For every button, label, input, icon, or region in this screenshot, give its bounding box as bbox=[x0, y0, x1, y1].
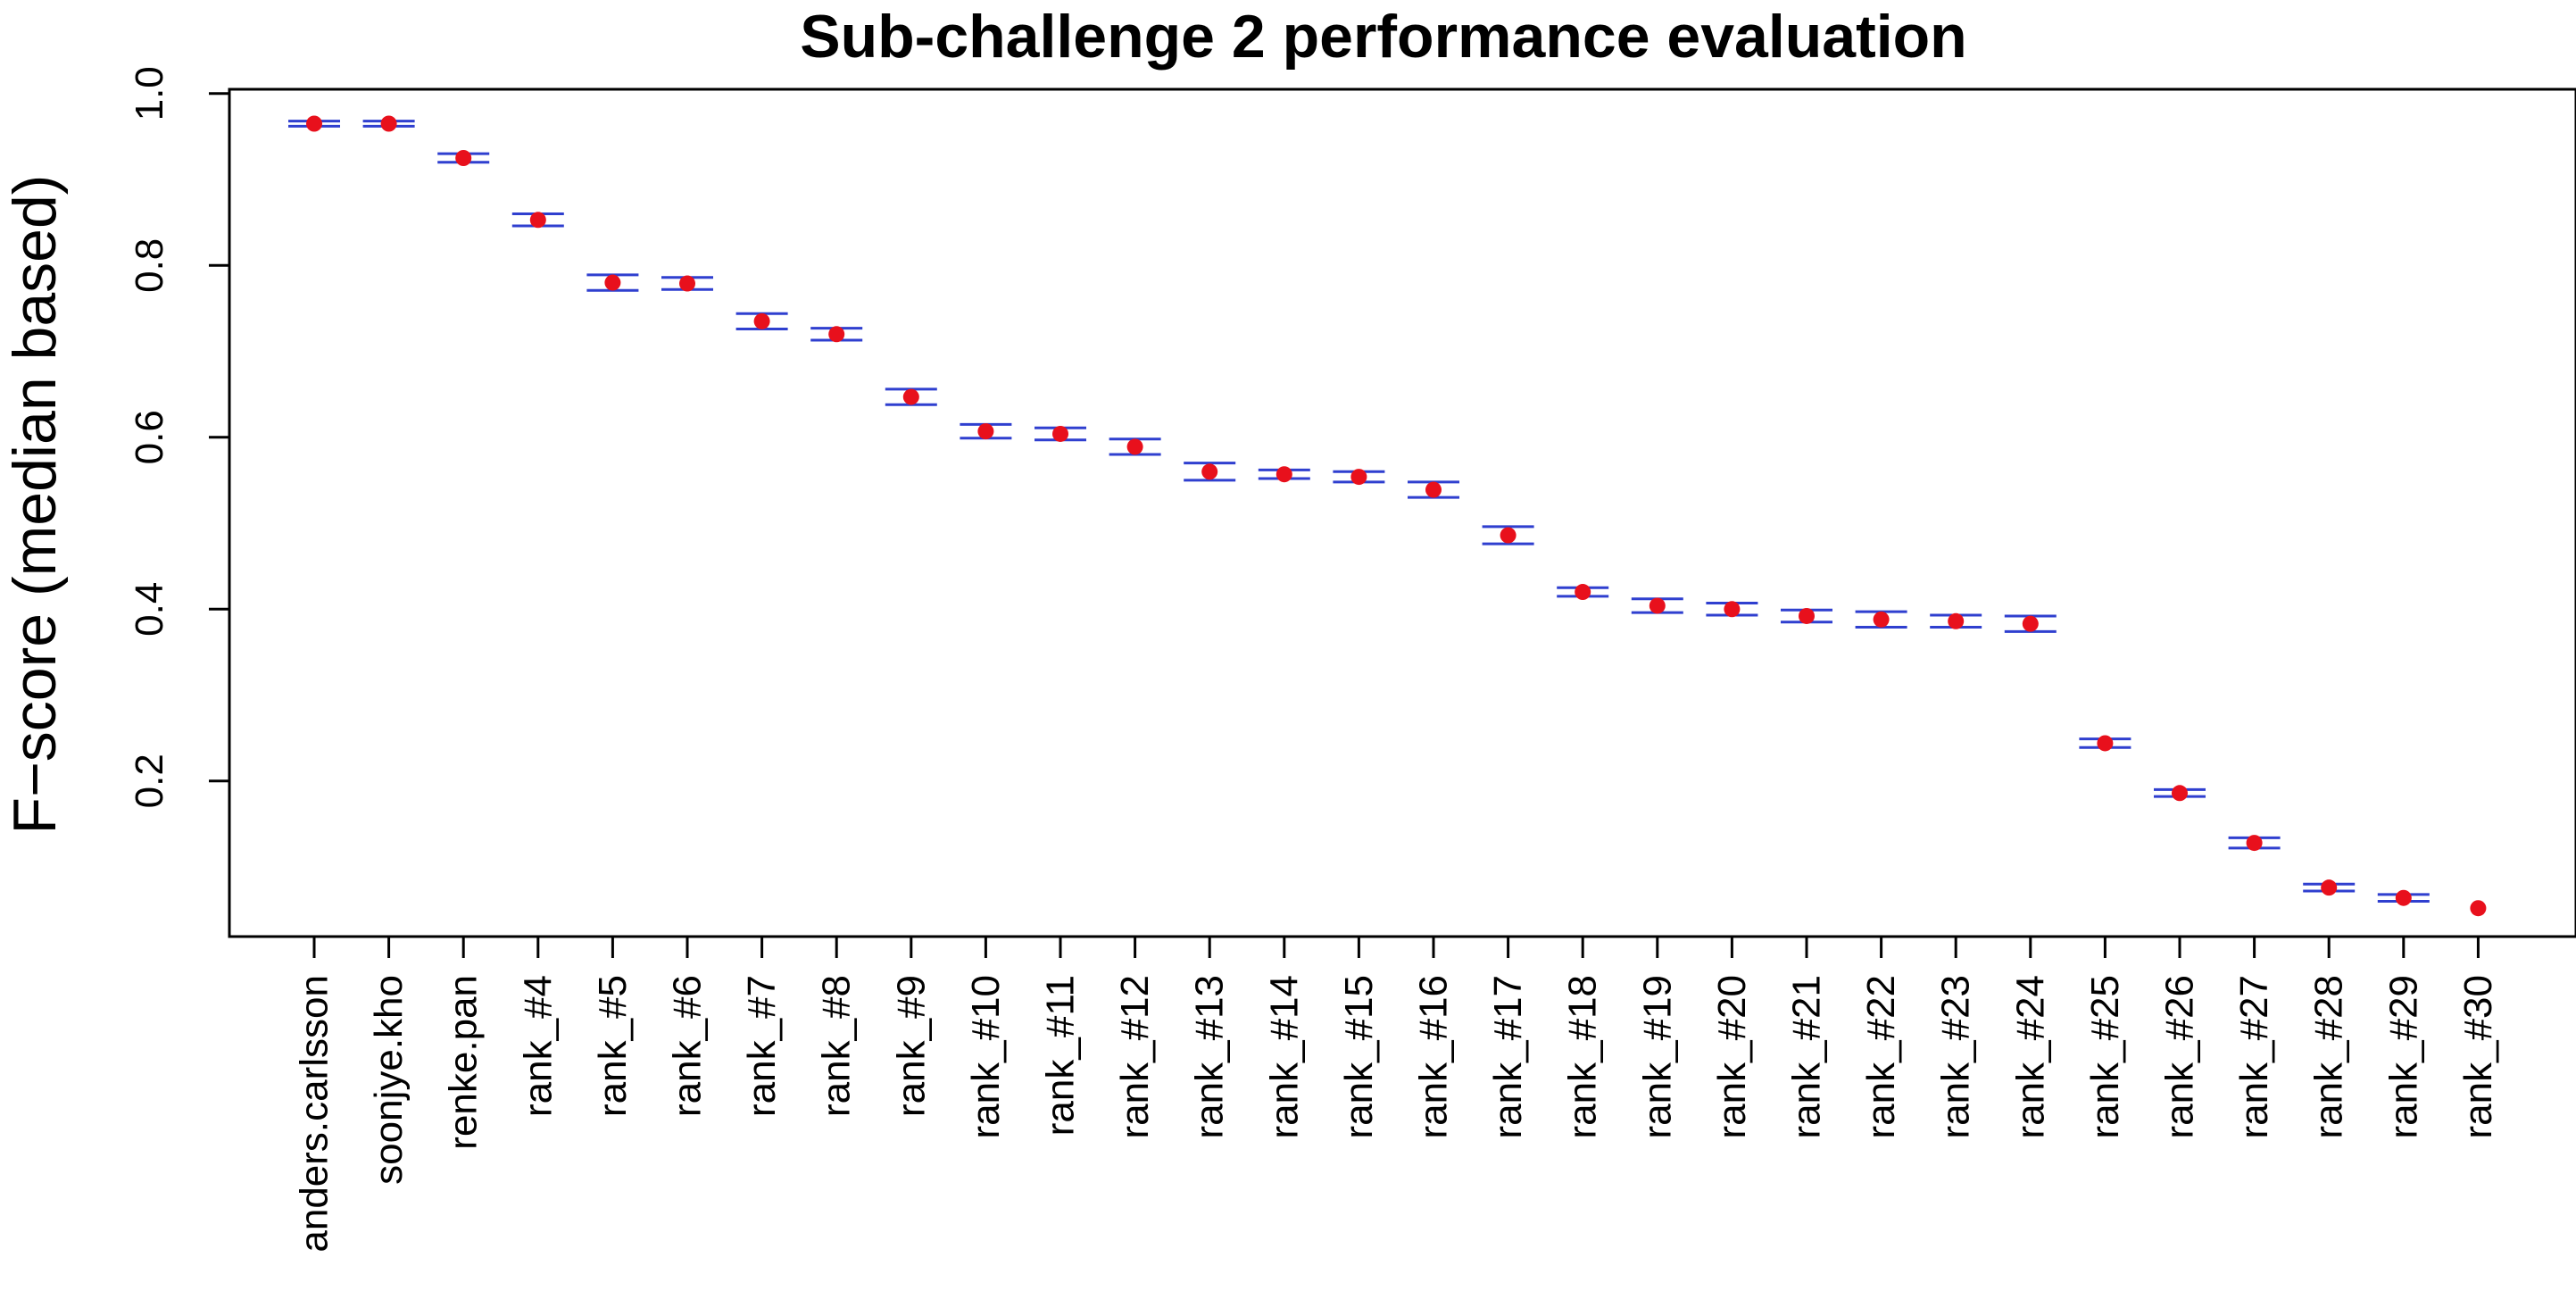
data-point bbox=[1052, 425, 1068, 442]
y-axis: 0.2 0.4 0.6 0.8 1.0 bbox=[128, 66, 231, 808]
x-tick-label: rank_#11 bbox=[1039, 975, 1083, 1136]
x-tick-label: rank_#19 bbox=[1635, 975, 1679, 1138]
x-tick-label: rank_#21 bbox=[1785, 975, 1829, 1138]
x-tick-label: rank_#14 bbox=[1262, 975, 1306, 1138]
data-point bbox=[1575, 584, 1591, 601]
y-tick-label: 0.2 bbox=[128, 754, 171, 808]
x-tick-label: rank_#5 bbox=[591, 975, 635, 1117]
x-tick-label: rank_#18 bbox=[1561, 975, 1605, 1138]
x-tick-label: rank_#26 bbox=[2158, 975, 2202, 1138]
error-bar bbox=[1482, 525, 1534, 546]
data-point bbox=[306, 115, 322, 132]
data-point bbox=[455, 149, 472, 166]
data-point bbox=[977, 423, 994, 440]
data-points bbox=[306, 115, 2487, 917]
x-tick-label: rank_#29 bbox=[2381, 975, 2425, 1138]
x-tick-label: rank_#23 bbox=[1934, 975, 1978, 1138]
error-bar bbox=[1184, 462, 1236, 482]
data-point bbox=[1873, 611, 1890, 628]
data-point bbox=[679, 275, 695, 292]
data-point bbox=[1201, 463, 1218, 480]
y-tick-label: 0.4 bbox=[128, 582, 171, 637]
x-tick-label: rank_#28 bbox=[2307, 975, 2351, 1138]
x-tick-label: rank_#30 bbox=[2456, 975, 2500, 1138]
data-point bbox=[529, 212, 546, 229]
data-point bbox=[2172, 785, 2188, 802]
data-point bbox=[2395, 889, 2412, 906]
x-tick-label: soonjye.kho bbox=[367, 975, 411, 1185]
data-point bbox=[902, 388, 919, 405]
x-tick-label: rank_#25 bbox=[2083, 975, 2127, 1138]
y-tick-label: 0.6 bbox=[128, 410, 171, 464]
data-point bbox=[2246, 835, 2263, 852]
data-point bbox=[1425, 481, 1442, 498]
x-tick-label: rank_#10 bbox=[964, 975, 1008, 1138]
x-tick-label: anders.carlsson bbox=[293, 975, 337, 1253]
x-tick-label: rank_#22 bbox=[1859, 975, 1903, 1138]
data-point bbox=[1649, 597, 1666, 614]
y-tick-label: 1.0 bbox=[128, 66, 171, 121]
data-point bbox=[2097, 735, 2114, 752]
x-tick-label: rank_#20 bbox=[1710, 975, 1754, 1138]
data-point bbox=[1799, 607, 1815, 624]
data-point bbox=[1500, 527, 1517, 544]
data-point bbox=[1276, 466, 1292, 483]
data-point bbox=[753, 312, 770, 329]
y-axis-title: F−score (median based) bbox=[1, 175, 69, 835]
x-tick-label: rank_#15 bbox=[1337, 975, 1381, 1138]
x-tick-label: rank_#16 bbox=[1412, 975, 1456, 1138]
data-point bbox=[1126, 438, 1143, 455]
x-tick-label: rank_#7 bbox=[740, 975, 784, 1117]
data-point bbox=[1350, 469, 1367, 486]
data-point bbox=[1948, 612, 1965, 629]
chart-title: Sub-challenge 2 performance evaluation bbox=[800, 3, 1966, 71]
x-tick-label: rank_#17 bbox=[1486, 975, 1530, 1138]
x-tick-label: rank_#4 bbox=[516, 975, 560, 1117]
x-tick-label: rank_#6 bbox=[666, 975, 710, 1117]
x-tick-label: rank_#12 bbox=[1113, 975, 1157, 1138]
x-tick-label: rank_#27 bbox=[2232, 975, 2276, 1138]
x-tick-label: rank_#8 bbox=[815, 975, 859, 1117]
y-tick-label: 0.8 bbox=[128, 238, 171, 293]
data-point bbox=[2321, 879, 2338, 896]
data-point bbox=[380, 115, 397, 132]
data-point bbox=[1724, 601, 1741, 618]
data-point bbox=[828, 326, 845, 343]
data-point bbox=[2470, 900, 2487, 917]
x-tick-label: rank_#9 bbox=[889, 975, 933, 1117]
x-tick-label: rank_#24 bbox=[2008, 975, 2052, 1138]
data-point bbox=[604, 274, 621, 291]
data-point bbox=[2022, 615, 2039, 632]
x-axis: anders.carlsson soonjye.kho renke.pan rank_… bbox=[293, 935, 2500, 1253]
error-bars bbox=[288, 120, 2430, 904]
plot-frame bbox=[228, 87, 2576, 938]
x-tick-label: renke.pan bbox=[442, 975, 486, 1150]
x-tick-label: rank_#13 bbox=[1188, 975, 1232, 1138]
